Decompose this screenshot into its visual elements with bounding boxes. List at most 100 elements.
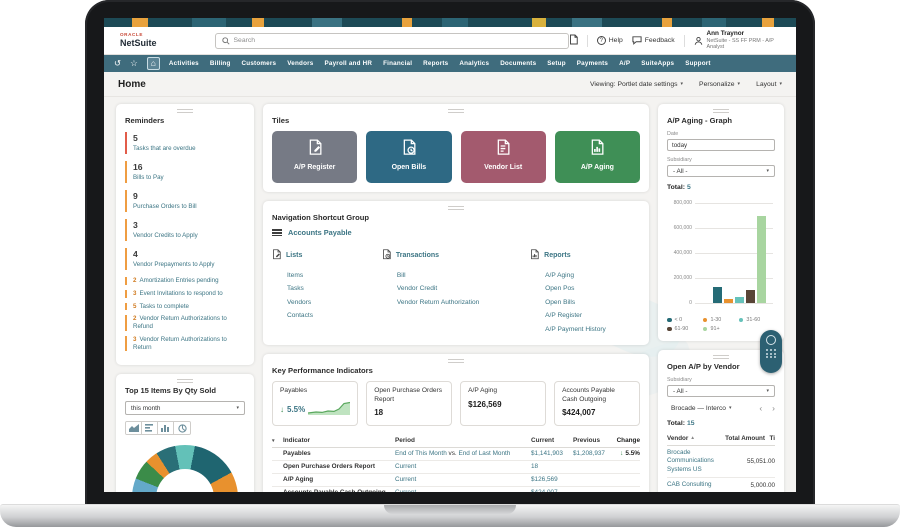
period-link[interactable]: Current	[395, 476, 417, 484]
bar-91[interactable]	[757, 215, 766, 303]
kpi-card-accounts-payable-cash-outgoing[interactable]: Accounts Payable Cash Outgoing $424,007	[554, 381, 640, 426]
reminder-link[interactable]: Purchase Orders to Bill	[133, 203, 197, 210]
feedback-button[interactable]: Feedback	[632, 36, 675, 45]
subsidiary-select[interactable]: - All - ▾	[667, 385, 775, 397]
home-tab[interactable]: ⌂	[146, 57, 160, 70]
shortcut-link-items[interactable]: Items	[287, 271, 304, 279]
nav-item-a-p[interactable]: A/P	[619, 60, 631, 67]
reminder-link[interactable]: Vendor Return Authorizations to Refund	[133, 315, 227, 330]
kpi-table-row[interactable]: Payables End of This Month vs. End of Las…	[272, 448, 640, 461]
shortcut-link-a-p-register[interactable]: A/P Register	[545, 312, 583, 320]
bar-0[interactable]	[713, 287, 722, 303]
reminder-item[interactable]: 3 Vendor Return Authorizations to Return	[125, 335, 245, 352]
assistant-widget[interactable]	[760, 330, 782, 373]
kpi-card-payables[interactable]: Payables ↓ 5.5%	[272, 381, 359, 426]
drag-handle[interactable]	[177, 109, 193, 113]
layout-dropdown[interactable]: Layout ▾	[756, 80, 782, 88]
reminder-link[interactable]: Bills to Pay	[133, 174, 164, 181]
date-input[interactable]: today	[667, 139, 775, 151]
shortcut-link-bill[interactable]: Bill	[396, 271, 406, 279]
drag-handle[interactable]	[713, 109, 729, 113]
nav-item-reports[interactable]: Reports	[423, 60, 449, 67]
shortcut-link-open-bills[interactable]: Open Bills	[545, 298, 576, 306]
nav-item-customers[interactable]: Customers	[241, 60, 277, 67]
viewing-dropdown[interactable]: Viewing: Portlet date settings ▾	[589, 80, 684, 88]
kpi-previous[interactable]: $1,208,937	[573, 450, 605, 458]
area-chart-icon[interactable]	[126, 422, 142, 435]
shortcut-link-tasks[interactable]: Tasks	[287, 285, 304, 293]
reminder-item[interactable]: 2 Vendor Return Authorizations to Refund	[125, 315, 245, 331]
shortcut-heading-reports[interactable]: Reports	[530, 247, 640, 265]
reminder-link[interactable]: Vendor Credits to Apply	[133, 232, 198, 239]
kpi-current[interactable]: $1,141,903	[531, 450, 563, 458]
table-row[interactable]: CAB Consulting 5,000.00	[667, 478, 775, 492]
shortcut-link-a-p-aging[interactable]: A/P Aging	[545, 271, 574, 279]
collapse-caret-icon[interactable]: ▾	[272, 437, 275, 444]
shortcut-heading-transactions[interactable]: Transactions	[382, 247, 530, 265]
column-chart-icon[interactable]	[158, 422, 174, 435]
column-header[interactable]: Previous	[573, 437, 600, 445]
drag-handle[interactable]	[448, 206, 464, 210]
vendor-filter-select[interactable]: Brocade — Interco	[671, 404, 726, 412]
reminder-link[interactable]: Tasks to complete	[139, 302, 189, 310]
nav-item-activities[interactable]: Activities	[168, 60, 199, 67]
kpi-current[interactable]: $126,569	[531, 476, 558, 484]
shortcut-link-vendor-return-authorization[interactable]: Vendor Return Authorization	[396, 298, 480, 306]
period-link[interactable]: Current	[395, 489, 416, 492]
bar-1-30[interactable]	[724, 299, 733, 303]
pie-chart-icon[interactable]	[174, 422, 190, 435]
nav-item-documents[interactable]: Documents	[500, 60, 537, 67]
amount-column-header[interactable]: Total Amount	[725, 434, 765, 442]
nav-item-vendors[interactable]: Vendors	[287, 60, 314, 67]
nav-item-suiteapps[interactable]: SuiteApps	[641, 60, 675, 67]
tile-open-bills[interactable]: Open Bills	[366, 131, 452, 183]
shortcuts-star-icon[interactable]: ☆	[130, 58, 138, 69]
next-page-button[interactable]: ›	[772, 403, 775, 413]
kpi-table-row[interactable]: Accounts Payable Cash OutgoingCurrent $42…	[272, 487, 640, 492]
bar-31-60[interactable]	[735, 296, 744, 303]
recent-records-icon[interactable]: ↺	[114, 58, 122, 69]
shortcut-link-vendor-credit[interactable]: Vendor Credit	[396, 285, 438, 293]
top-items-donut-chart[interactable]	[132, 445, 238, 492]
date-range-select[interactable]: this month ▾	[125, 401, 245, 416]
nav-item-billing[interactable]: Billing	[209, 60, 231, 67]
ap-aging-bar-chart[interactable]: 800,000 600,000 400,000 200,000 0	[667, 199, 775, 311]
shortcut-heading-lists[interactable]: Lists	[272, 247, 382, 265]
shortcut-link-open-pos[interactable]: Open Pos	[545, 285, 575, 293]
reminder-item[interactable]: 5 Tasks to complete	[125, 302, 245, 311]
reminder-link[interactable]: Vendor Prepayments to Apply	[133, 261, 215, 268]
column-header[interactable]: Indicator	[283, 437, 310, 445]
tile-vendor-list[interactable]: Vendor List	[460, 131, 546, 183]
kpi-card-a-p-aging[interactable]: A/P Aging $126,569	[460, 381, 547, 426]
tile-a-p-aging[interactable]: A/P Aging	[554, 131, 640, 183]
kpi-card-open-purchase-orders-report[interactable]: Open Purchase Orders Report 18	[366, 381, 453, 426]
reminder-link[interactable]: Vendor Return Authorizations to Return	[133, 335, 227, 351]
shortcut-link-vendors[interactable]: Vendors	[287, 298, 312, 306]
reminder-item[interactable]: 9 Purchase Orders to Bill	[125, 190, 245, 212]
tile-a-p-register[interactable]: A/P Register	[272, 131, 358, 183]
reminder-link[interactable]: Amortization Entries pending	[139, 277, 219, 284]
drag-handle[interactable]	[448, 359, 464, 364]
period-link[interactable]: Current	[395, 463, 417, 471]
hbar-chart-icon[interactable]	[142, 422, 158, 435]
period-link[interactable]: End of Last Month	[458, 450, 511, 458]
table-header[interactable]: Vendor ▴ Total Amount Ti	[667, 433, 775, 446]
netsuite-logo[interactable]: ORACLE NetSuite	[120, 33, 157, 48]
drag-handle[interactable]	[448, 109, 464, 113]
reminder-link[interactable]: Event Invitations to respond to	[139, 289, 223, 297]
search-input[interactable]	[233, 37, 562, 44]
subsidiary-select[interactable]: - All - ▾	[667, 165, 775, 177]
personalize-dropdown[interactable]: Personalize ▾	[699, 80, 741, 88]
period-link[interactable]: End of This Month	[395, 450, 447, 458]
kpi-table-row[interactable]: Open Purchase Orders Report Current 18	[272, 461, 640, 474]
global-search[interactable]	[214, 32, 569, 49]
drag-handle[interactable]	[713, 355, 729, 359]
column-header[interactable]: Current	[531, 437, 555, 445]
kpi-current[interactable]: $424,007	[531, 489, 573, 492]
reminder-item[interactable]: 2 Amortization Entries pending	[125, 277, 245, 285]
column-header[interactable]: Period	[395, 437, 415, 445]
reminder-link[interactable]: Tasks that are overdue	[133, 145, 196, 152]
reminder-item[interactable]: 16 Bills to Pay	[125, 161, 245, 183]
help-button[interactable]: ? Help	[596, 36, 623, 45]
vendor-link[interactable]: CAB Consulting	[667, 481, 712, 488]
